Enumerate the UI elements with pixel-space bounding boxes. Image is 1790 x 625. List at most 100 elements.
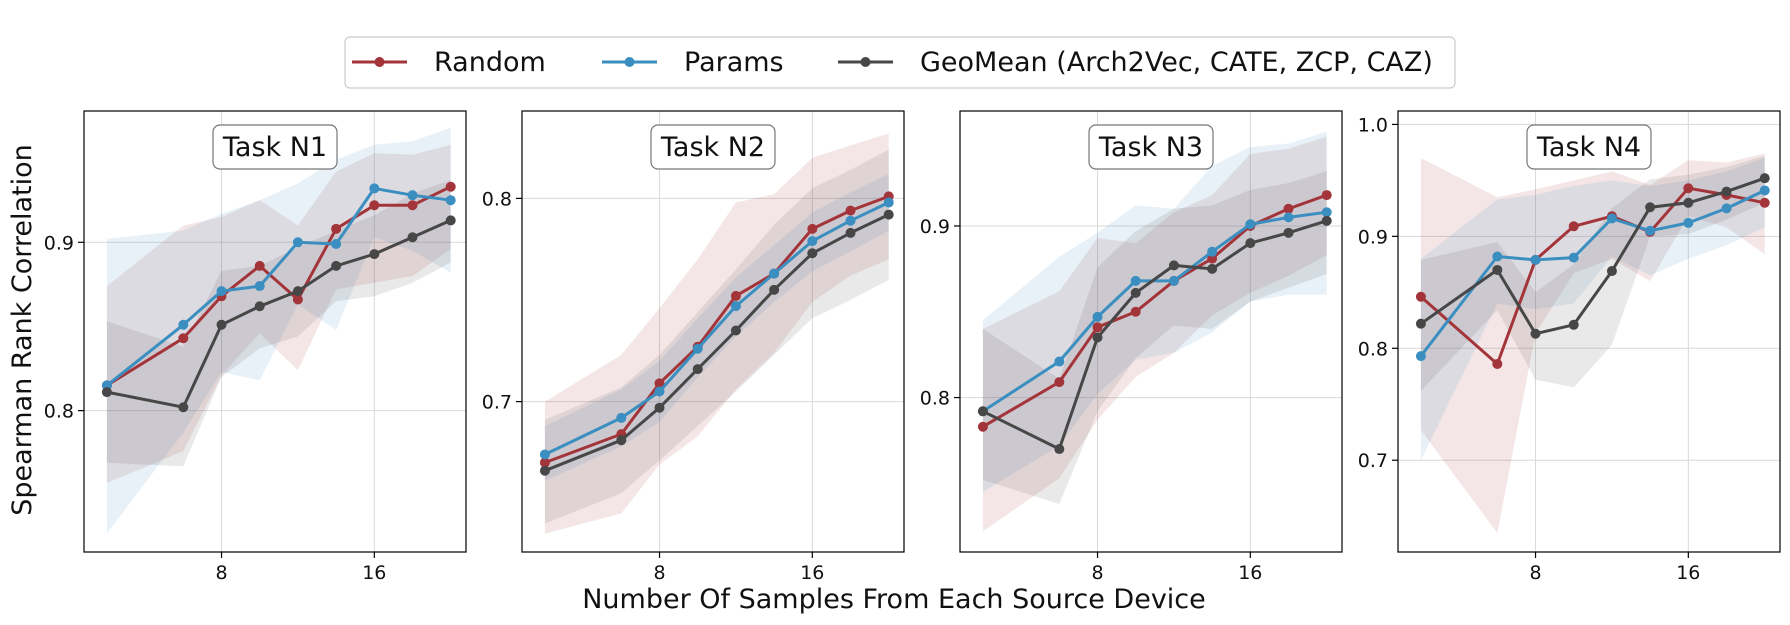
point-params: [254, 281, 265, 292]
axes-frame: [83, 110, 467, 553]
point-random: [1759, 197, 1770, 208]
point-geomean-arch2vec-cate-zcp-caz: [883, 209, 894, 220]
point-params: [1130, 275, 1141, 286]
panel-title: Task N1: [212, 124, 338, 170]
point-geomean-arch2vec-cate-zcp-caz: [1645, 202, 1656, 213]
band-geomean-arch2vec-cate-zcp-caz: [544, 149, 889, 524]
point-params: [692, 343, 703, 354]
point-geomean-arch2vec-cate-zcp-caz: [1283, 227, 1294, 238]
point-geomean-arch2vec-cate-zcp-caz: [654, 402, 665, 413]
point-geomean-arch2vec-cate-zcp-caz: [1092, 332, 1103, 343]
point-random: [845, 205, 856, 216]
point-params: [1683, 217, 1694, 228]
x-tick-label: 16: [800, 562, 824, 584]
point-params: [1092, 311, 1103, 322]
point-random: [1130, 306, 1141, 317]
point-params: [730, 301, 741, 312]
x-axis-label: Number Of Samples From Each Source Devic…: [582, 584, 1206, 615]
point-geomean-arch2vec-cate-zcp-caz: [845, 227, 856, 238]
point-random: [292, 294, 303, 305]
ticks: 8 16 0.8 0.9: [44, 232, 387, 584]
point-random: [369, 200, 380, 211]
point-random: [1415, 291, 1426, 302]
y-tick-label: 0.9: [44, 232, 74, 254]
point-params: [331, 238, 342, 249]
panel-title: Task N3: [1088, 124, 1214, 170]
panel-task-n4: 8 16 0.7 0.8 0.9 1.0 Task N4: [1358, 110, 1781, 584]
point-random: [1207, 253, 1218, 264]
panel-title-box: [212, 124, 338, 170]
point-geomean-arch2vec-cate-zcp-caz: [1568, 319, 1579, 330]
point-params: [1721, 203, 1732, 214]
x-tick-label: 8: [1091, 562, 1103, 584]
point-geomean-arch2vec-cate-zcp-caz: [445, 215, 456, 226]
x-tick-label: 16: [362, 562, 386, 584]
point-params: [1759, 185, 1770, 196]
y-tick-label: 0.9: [920, 216, 950, 238]
point-random: [977, 421, 988, 432]
panel-title-text: Task N1: [222, 132, 327, 163]
point-params: [1415, 351, 1426, 362]
band-params: [982, 131, 1327, 492]
x-tick-label: 8: [215, 562, 227, 584]
point-random: [1683, 183, 1694, 194]
point-params: [1321, 207, 1332, 218]
point-random: [254, 260, 265, 271]
ticks: 8 16 0.7 0.8 0.9 1.0: [1358, 114, 1701, 584]
x-tick-label: 16: [1676, 562, 1700, 584]
panel-title-box: [1088, 124, 1214, 170]
panel-title: Task N4: [1526, 124, 1652, 170]
point-geomean-arch2vec-cate-zcp-caz: [292, 286, 303, 297]
point-geomean-arch2vec-cate-zcp-caz: [539, 465, 550, 476]
point-params: [539, 449, 550, 460]
y-tick-label: 0.8: [920, 388, 950, 410]
plot-area: [101, 127, 456, 534]
point-params: [1568, 252, 1579, 263]
y-tick-label: 0.7: [1358, 450, 1388, 472]
point-params: [369, 183, 380, 194]
band-geomean-arch2vec-cate-zcp-caz: [106, 180, 451, 467]
panel-title-box: [1526, 124, 1652, 170]
ticks: 8 16 0.7 0.8: [482, 188, 825, 584]
panel-title-box: [650, 124, 776, 170]
band-params: [1420, 158, 1765, 461]
point-params: [654, 386, 665, 397]
band-random: [106, 144, 451, 483]
point-random: [539, 457, 550, 468]
point-geomean-arch2vec-cate-zcp-caz: [807, 248, 818, 259]
panel-task-n3: 8 16 0.8 0.9 Task N3: [920, 110, 1343, 584]
point-geomean-arch2vec-cate-zcp-caz: [1415, 318, 1426, 329]
point-geomean-arch2vec-cate-zcp-caz: [1530, 328, 1541, 339]
point-geomean-arch2vec-cate-zcp-caz: [616, 435, 627, 446]
legend-marker-params: [624, 57, 635, 67]
point-geomean-arch2vec-cate-zcp-caz: [977, 406, 988, 417]
legend: Random Params GeoMean (Arch2Vec, CATE, ZCP…: [344, 36, 1456, 89]
y-tick-label: 0.8: [44, 401, 74, 423]
point-random: [1568, 221, 1579, 232]
point-params: [1606, 213, 1617, 224]
point-params: [445, 195, 456, 206]
point-random: [1321, 190, 1332, 201]
ticks: 8 16 0.8 0.9: [920, 216, 1263, 584]
point-params: [769, 268, 780, 279]
point-params: [1168, 275, 1179, 286]
point-geomean-arch2vec-cate-zcp-caz: [369, 249, 380, 260]
point-geomean-arch2vec-cate-zcp-caz: [769, 284, 780, 295]
point-params: [1283, 212, 1294, 223]
point-params: [216, 286, 227, 297]
point-random: [178, 333, 189, 344]
point-geomean-arch2vec-cate-zcp-caz: [1130, 287, 1141, 298]
y-tick-label: 0.8: [482, 188, 512, 210]
x-tick-label: 8: [653, 562, 665, 584]
panel-task-n1: 8 16 0.8 0.9 Task N1: [44, 110, 467, 584]
point-random: [445, 181, 456, 192]
panel-title-text: Task N2: [660, 132, 765, 163]
point-random: [1283, 203, 1294, 214]
point-params: [807, 236, 818, 247]
point-geomean-arch2vec-cate-zcp-caz: [1721, 186, 1732, 197]
point-geomean-arch2vec-cate-zcp-caz: [1321, 215, 1332, 226]
point-params: [1645, 225, 1656, 236]
axes-frame: [521, 110, 905, 553]
legend-label-geomean-arch2vec-cate-zcp-caz: GeoMean (Arch2Vec, CATE, ZCP, CAZ): [920, 47, 1433, 78]
legend-label-params: Params: [684, 47, 784, 78]
